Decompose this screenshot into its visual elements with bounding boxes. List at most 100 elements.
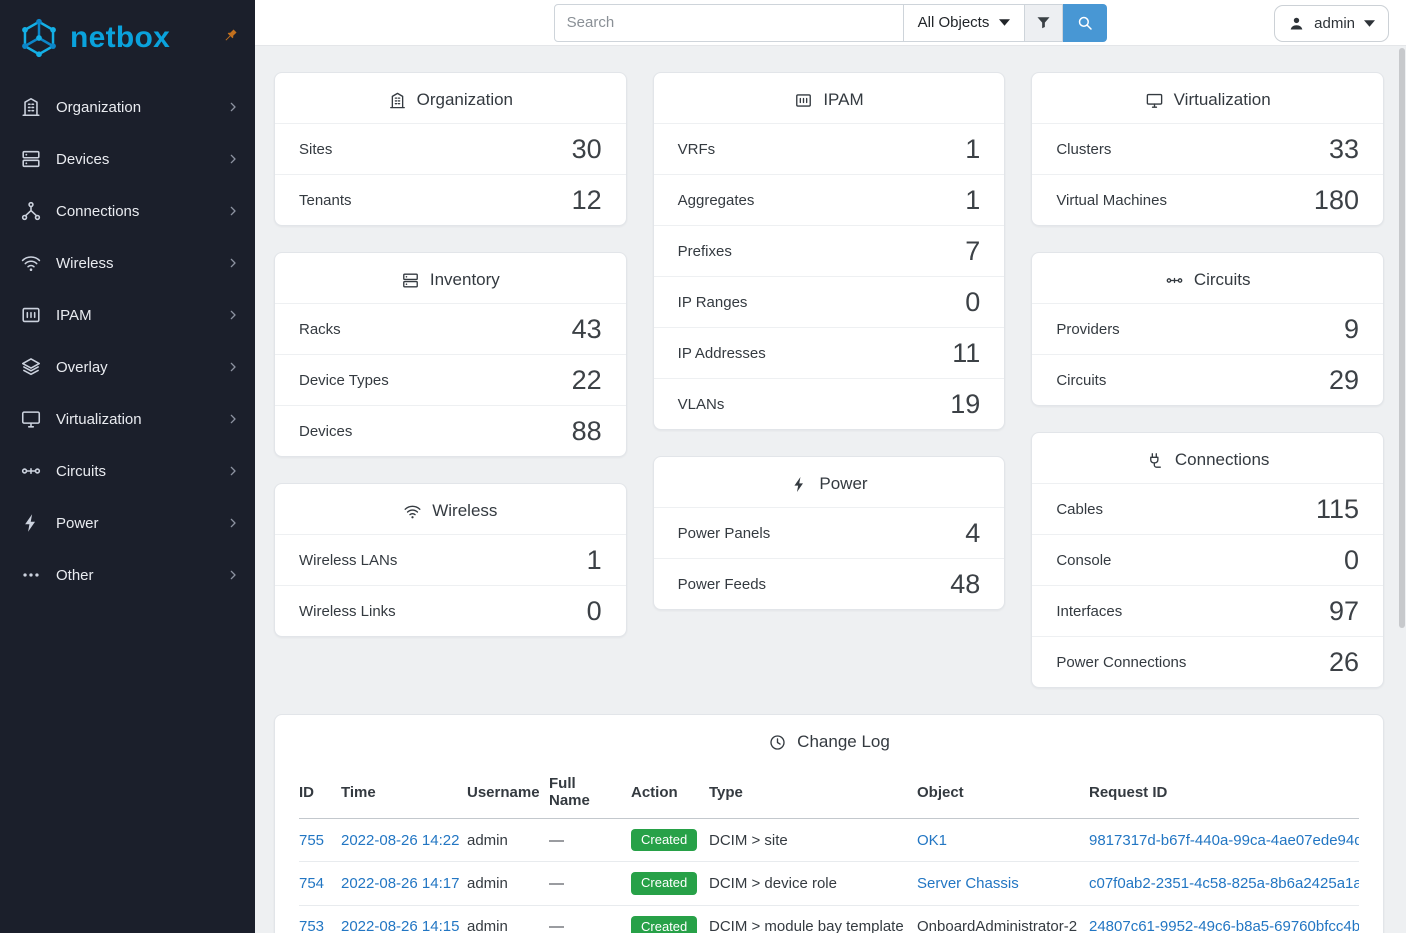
stat-label-link[interactable]: VRFs [677, 140, 716, 158]
search-button[interactable] [1063, 3, 1108, 42]
stat-value-link[interactable]: 180 [1313, 184, 1359, 215]
stat-row: Console 0 [1032, 534, 1383, 585]
stat-label-link[interactable]: Interfaces [1056, 602, 1123, 620]
stat-label-link[interactable]: IP Addresses [677, 344, 766, 362]
stat-value-link[interactable]: 0 [586, 595, 602, 626]
sidebar-item-organization[interactable]: Organization [0, 81, 255, 133]
sidebar-item-overlay[interactable]: Overlay [0, 341, 255, 393]
stat-value-link[interactable]: 12 [571, 184, 602, 215]
table-header-row: ID Time Username Full Name Action Type O… [299, 767, 1359, 819]
cable-icon [1146, 451, 1165, 470]
sidebar-item-circuits[interactable]: Circuits [0, 445, 255, 497]
wifi-icon [403, 502, 422, 521]
stat-label-link[interactable]: Sites [299, 140, 333, 158]
changelog-time-link[interactable]: 2022-08-26 14:15 [341, 918, 460, 933]
sidebar-item-label: Overlay [56, 358, 108, 376]
request-id-link[interactable]: 9817317d-b67f-440a-99ca-4ae07ede94df [1089, 831, 1359, 849]
stat-label-link[interactable]: Tenants [299, 191, 352, 209]
circuits-card: Circuits Providers 9 Circuits 29 [1031, 252, 1384, 406]
stat-row: Power Connections 26 [1032, 636, 1383, 687]
stat-value-link[interactable]: 33 [1328, 133, 1359, 164]
card-header: Connections [1032, 433, 1383, 483]
changelog-time-link[interactable]: 2022-08-26 14:22 [341, 831, 460, 849]
stat-label-link[interactable]: Device Types [299, 371, 389, 389]
sidebar-item-connections[interactable]: Connections [0, 185, 255, 237]
object-link[interactable]: Server Chassis [917, 874, 1019, 892]
stat-label-link[interactable]: Clusters [1056, 140, 1112, 158]
card-header: Virtualization [1032, 73, 1383, 123]
sidebar-item-power[interactable]: Power [0, 497, 255, 549]
stat-label-link[interactable]: Power Connections [1056, 653, 1187, 671]
stat-value-link[interactable]: 97 [1328, 595, 1359, 626]
stat-label-link[interactable]: Aggregates [677, 191, 755, 209]
stat-label-link[interactable]: Racks [299, 320, 341, 338]
stat-label-link[interactable]: Power Panels [677, 524, 771, 542]
object-link[interactable]: OK1 [917, 831, 948, 849]
stat-value-link[interactable]: 29 [1328, 364, 1359, 395]
stat-value-link[interactable]: 1 [965, 133, 981, 164]
stat-label-link[interactable]: Virtual Machines [1056, 191, 1167, 209]
stat-value-link[interactable]: 43 [571, 313, 602, 344]
changelog-table: ID Time Username Full Name Action Type O… [299, 767, 1359, 933]
lightning-icon [20, 512, 42, 534]
counter-icon [794, 91, 813, 110]
stats-grid: Organization Sites 30 Tenants 12 [274, 72, 1384, 688]
username-cell: admin [467, 831, 508, 849]
lightning-icon [790, 475, 809, 494]
stat-value-link[interactable]: 115 [1315, 493, 1359, 524]
power-card: Power Power Panels 4 Power Feeds 48 [652, 456, 1006, 610]
stat-value-link[interactable]: 7 [965, 235, 981, 266]
stat-value-link[interactable]: 0 [965, 286, 981, 317]
chevron-right-icon [225, 255, 241, 271]
netbox-logo[interactable]: netbox [0, 0, 255, 71]
stat-value-link[interactable]: 11 [952, 337, 981, 368]
stat-label-link[interactable]: Devices [299, 422, 353, 440]
stat-value-link[interactable]: 26 [1328, 646, 1359, 677]
request-id-link[interactable]: c07f0ab2-2351-4c58-825a-8b6a2425a1ab [1089, 874, 1359, 892]
stat-label-link[interactable]: Wireless LANs [299, 551, 398, 569]
object-scope-dropdown[interactable]: All Objects [903, 3, 1026, 42]
changelog-id-link[interactable]: 755 [299, 831, 325, 849]
chevron-right-icon [225, 463, 241, 479]
changelog-id-link[interactable]: 753 [299, 918, 325, 933]
sidebar-item-devices[interactable]: Devices [0, 133, 255, 185]
vertical-scrollbar[interactable] [1399, 48, 1405, 628]
sidebar-item-virtualization[interactable]: Virtualization [0, 393, 255, 445]
stat-value-link[interactable]: 0 [1343, 544, 1359, 575]
stat-value-link[interactable]: 9 [1343, 313, 1359, 344]
sidebar-item-ipam[interactable]: IPAM [0, 289, 255, 341]
changelog-time-link[interactable]: 2022-08-26 14:17 [341, 874, 460, 892]
stat-value-link[interactable]: 48 [950, 568, 981, 599]
stat-value-link[interactable]: 88 [571, 415, 602, 446]
stat-label-link[interactable]: Cables [1056, 500, 1104, 518]
stat-label-link[interactable]: Console [1056, 551, 1112, 569]
request-id-link[interactable]: 24807c61-9952-49c6-b8a5-69760bfcc4b3 [1089, 918, 1359, 933]
stat-label-link[interactable]: Power Feeds [677, 575, 767, 593]
changelog-id-link[interactable]: 754 [299, 874, 325, 892]
full-name-cell: — [549, 831, 564, 849]
stats-column-2: IPAM VRFs 1 Aggregates 1 Prefixes 7 [652, 72, 1006, 610]
stat-value-link[interactable]: 4 [965, 517, 981, 548]
stat-value-link[interactable]: 30 [571, 133, 602, 164]
main-area: All Objects admin [255, 0, 1406, 933]
stat-label-link[interactable]: Prefixes [677, 242, 732, 260]
stat-value-link[interactable]: 1 [586, 544, 602, 575]
stat-value-link[interactable]: 1 [965, 184, 981, 215]
stat-label-link[interactable]: Circuits [1056, 371, 1107, 389]
stat-label-link[interactable]: VLANs [677, 395, 725, 413]
sidebar-item-other[interactable]: Other [0, 549, 255, 601]
search-input[interactable] [553, 3, 904, 42]
action-badge: Created [631, 829, 698, 852]
virtualization-card: Virtualization Clusters 33 Virtual Machi… [1031, 72, 1384, 226]
column-header-full-name: Full Name [549, 767, 631, 819]
filter-button[interactable] [1025, 3, 1064, 42]
stat-value-link[interactable]: 22 [571, 364, 602, 395]
user-menu-button[interactable]: admin [1274, 5, 1389, 42]
stat-value-link[interactable]: 19 [950, 388, 981, 419]
username-cell: admin [467, 874, 508, 892]
pin-icon[interactable] [221, 27, 239, 45]
stat-label-link[interactable]: Providers [1056, 320, 1120, 338]
stat-label-link[interactable]: Wireless Links [299, 602, 396, 620]
sidebar-item-wireless[interactable]: Wireless [0, 237, 255, 289]
stat-label-link[interactable]: IP Ranges [677, 293, 748, 311]
